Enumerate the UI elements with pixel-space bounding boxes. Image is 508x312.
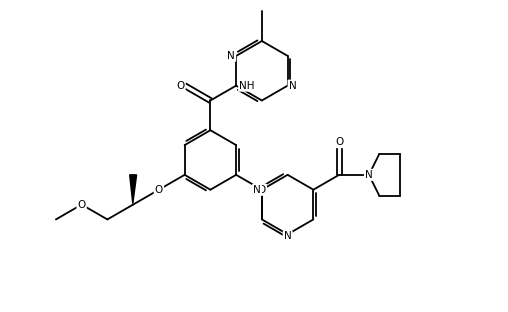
Text: N: N xyxy=(289,80,296,90)
Text: N: N xyxy=(284,231,292,241)
Polygon shape xyxy=(130,175,137,203)
Text: N: N xyxy=(228,51,235,61)
Text: O: O xyxy=(176,80,184,90)
Text: N: N xyxy=(365,170,373,180)
Text: O: O xyxy=(258,185,266,195)
Text: O: O xyxy=(335,137,343,147)
Text: O: O xyxy=(78,200,86,210)
Text: NH: NH xyxy=(239,80,255,90)
Text: N: N xyxy=(253,185,261,195)
Text: O: O xyxy=(155,185,163,195)
